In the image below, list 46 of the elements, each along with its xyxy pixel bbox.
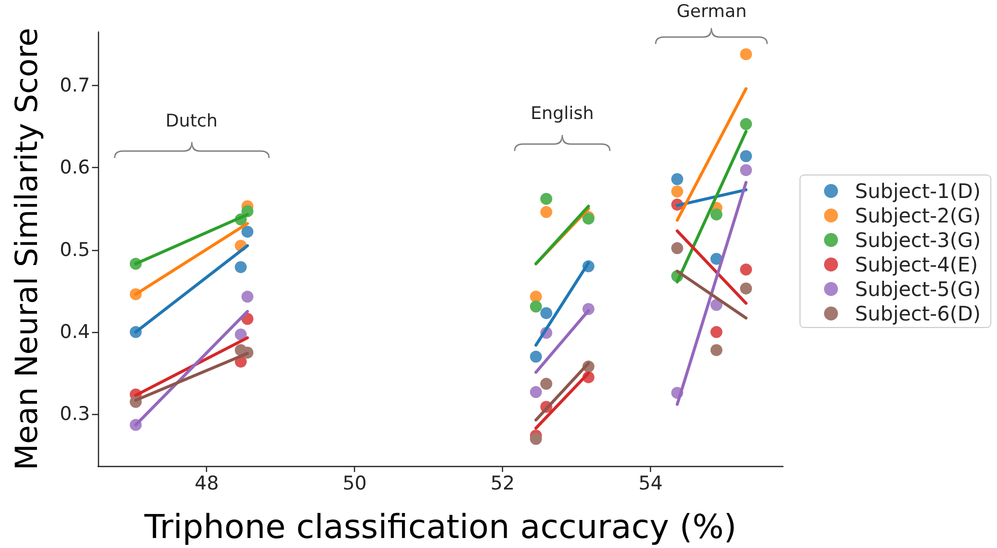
legend-label: Subject-5(G)	[855, 277, 981, 301]
point	[234, 261, 247, 274]
point	[540, 378, 552, 390]
annotation: Dutch	[166, 111, 218, 132]
text: German	[676, 2, 747, 22]
y-tick-label: 0.7	[60, 74, 90, 96]
point	[740, 264, 752, 276]
point	[530, 432, 542, 445]
y-axis-title: Mean Neural Similarity Score	[10, 28, 45, 470]
x-tick-label: 50	[342, 472, 367, 494]
point	[710, 344, 722, 356]
point	[530, 350, 542, 363]
point	[671, 185, 684, 198]
legend-label: Subject-4(E)	[855, 252, 978, 276]
x-tick-label: 52	[490, 472, 515, 494]
x-tick-label: 48	[194, 472, 219, 494]
point	[671, 242, 684, 254]
point	[740, 282, 752, 294]
point	[241, 226, 254, 238]
legend-label: Subject-1(D)	[855, 179, 981, 203]
point	[710, 326, 722, 338]
point	[241, 290, 254, 303]
x-axis-title: Triphone classification accuracy (%)	[143, 507, 737, 546]
y-tick-label: 0.4	[60, 321, 90, 344]
point	[740, 150, 752, 162]
annotation: English	[530, 104, 594, 124]
point	[530, 386, 542, 398]
point	[540, 192, 552, 205]
legend-label: Subject-3(G)	[855, 228, 981, 252]
y-tick-label: 0.3	[60, 403, 90, 426]
y-tick-label: 0.5	[60, 238, 90, 261]
point	[671, 173, 684, 186]
point	[540, 206, 552, 218]
point	[530, 290, 542, 303]
point	[540, 307, 552, 320]
point	[710, 298, 722, 311]
point	[740, 118, 752, 130]
legend-label: Subject-6(D)	[855, 302, 981, 326]
point	[740, 48, 752, 60]
point	[234, 328, 247, 340]
point	[710, 208, 722, 220]
legend-label: Subject-2(G)	[855, 204, 981, 228]
point	[740, 164, 752, 176]
y-tick-label: 0.6	[60, 156, 90, 179]
point	[530, 300, 542, 313]
x-tick-label: 54	[638, 472, 663, 494]
